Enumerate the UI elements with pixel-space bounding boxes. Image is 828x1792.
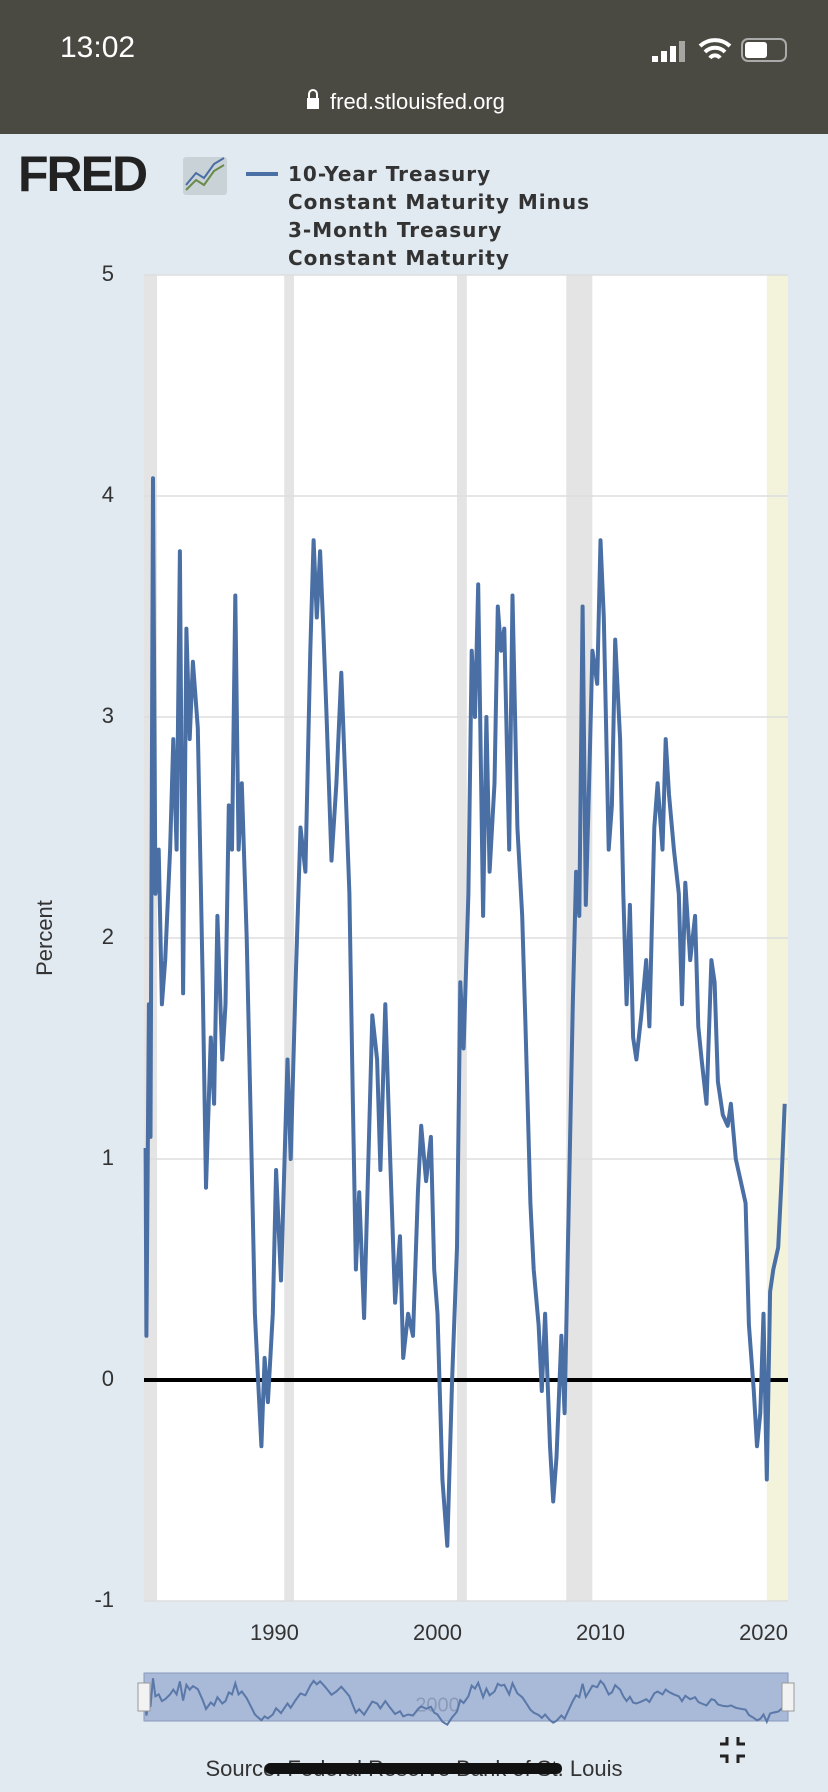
navigator-line	[144, 1678, 786, 1726]
navigator-window	[143, 1672, 789, 1722]
lock-icon	[307, 89, 319, 109]
navigator[interactable]: 2000	[137, 1672, 795, 1726]
plot: -1 0 1 2 3 4 5 1990 2000 2010 2020	[94, 261, 788, 1645]
battery-icon	[741, 38, 787, 62]
y-tick-label: 5	[102, 261, 114, 286]
url[interactable]: fred.stlouisfed.org	[330, 89, 505, 114]
x-tick-label: 2000	[413, 1620, 462, 1645]
y-tick-label: -1	[94, 1587, 114, 1612]
x-tick-label: 1990	[250, 1620, 299, 1645]
y-tick-label: 2	[102, 924, 114, 949]
logo-graph-icon	[183, 157, 227, 195]
legend-label[interactable]: 10-Year Treasury Constant Maturity Minus…	[288, 162, 590, 270]
y-tick-label: 3	[102, 703, 114, 728]
y-tick-label: 0	[102, 1366, 114, 1391]
battery-level	[745, 42, 767, 58]
fred-logo[interactable]: FRED	[18, 146, 149, 202]
collapse-icon[interactable]	[720, 1737, 745, 1763]
home-indicator	[265, 1763, 562, 1774]
wifi-icon	[698, 38, 732, 60]
x-tick-label: 2020	[739, 1620, 788, 1645]
y-tick-label: 1	[102, 1145, 114, 1170]
navigator-handle[interactable]	[781, 1682, 795, 1712]
status-bar	[0, 0, 828, 134]
y-tick-label: 4	[102, 482, 114, 507]
data-line	[143, 476, 787, 1548]
clock: 13:02	[60, 31, 135, 64]
navigator-tick-label: 2000	[415, 1694, 460, 1716]
navigator-handle[interactable]	[137, 1682, 151, 1712]
x-tick-label: 2010	[576, 1620, 625, 1645]
signal-icon	[652, 41, 685, 62]
y-axis-label: Percent	[32, 900, 57, 976]
